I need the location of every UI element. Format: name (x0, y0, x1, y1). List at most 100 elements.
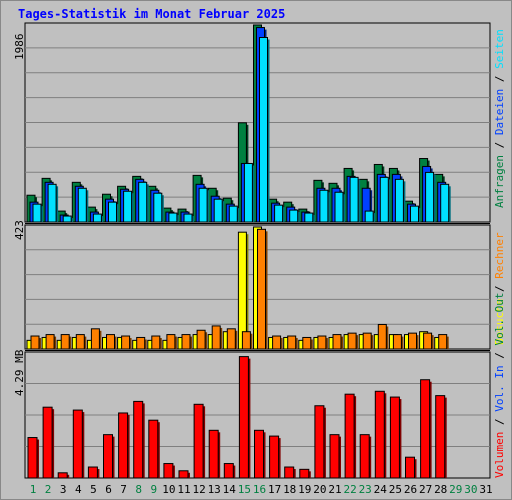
bar-seiten-day-13 (213, 198, 223, 223)
bar-seiten-day-25 (394, 178, 404, 223)
x-tick-label-day-25: 25 (389, 483, 402, 496)
bar-rechner-day-2 (45, 334, 55, 350)
x-tick-label-day-2: 2 (45, 483, 52, 496)
bar-seiten-day-5 (92, 213, 102, 223)
bar-volumen-day-2 (42, 406, 53, 479)
x-tick-label-day-27: 27 (419, 483, 432, 496)
bar-seiten-day-16 (259, 36, 268, 223)
legend-separator: / (493, 345, 506, 366)
bar-volumen-day-11 (178, 470, 189, 479)
bar-rechner-day-24 (377, 323, 387, 350)
bar-rechner-day-9 (151, 335, 161, 350)
bar-seiten-day-22 (349, 176, 359, 223)
bar-volumen-day-22 (344, 393, 355, 479)
bar-rechner-day-26 (408, 332, 417, 350)
bar-rechner-day-18 (287, 335, 297, 350)
bar-seiten-day-6 (108, 201, 117, 223)
legend-entry-dateien: Dateien (493, 88, 506, 136)
bar-volumen-day-21 (329, 434, 340, 479)
bar-volumen-day-27 (420, 379, 431, 479)
bar-rechner-day-3 (60, 334, 70, 350)
bar-rechner-day-27 (423, 332, 433, 350)
legend-entry-volumen: Volumen (493, 431, 506, 478)
bar-volumen-day-16 (254, 429, 264, 479)
legend-separator: / (493, 135, 506, 156)
bar-rechner-day-19 (302, 336, 312, 350)
bar-seiten-day-23 (364, 210, 374, 223)
bar-seiten-day-8 (138, 181, 148, 223)
bar-volumen-day-9 (148, 419, 159, 479)
bar-volumen-day-18 (284, 466, 295, 479)
bar-rechner-day-28 (438, 334, 448, 350)
bar-rechner-day-23 (362, 332, 372, 350)
x-tick-label-day-21: 21 (328, 483, 341, 496)
x-tick-label-day-22: 22 (343, 483, 356, 496)
bar-volumen-day-1 (27, 437, 38, 479)
x-tick-label-day-1: 1 (30, 483, 37, 496)
bar-seiten-day-15 (243, 162, 253, 223)
x-tick-label-day-10: 10 (162, 483, 175, 496)
bar-rechner-day-17 (272, 335, 282, 350)
x-tick-label-day-28: 28 (434, 483, 447, 496)
bar-rechner-day-6 (106, 334, 115, 350)
bar-rechner-day-7 (121, 335, 131, 350)
x-tick-label-day-20: 20 (313, 483, 326, 496)
bar-seiten-day-26 (410, 205, 419, 223)
x-tick-label-day-7: 7 (120, 483, 127, 496)
bar-seiten-day-27 (425, 171, 435, 223)
bar-volumen-day-17 (269, 435, 280, 479)
panel1-legend: Anfragen / Dateien / Seiten (493, 29, 506, 208)
bar-volumen-day-4 (72, 409, 83, 479)
bar-rechner-day-12 (196, 329, 206, 350)
bar-seiten-day-7 (123, 190, 133, 223)
legend-entry-vol-in: Vol. In (493, 365, 506, 412)
bar-rechner-day-11 (181, 334, 191, 350)
x-tick-label-day-15: 15 (238, 483, 251, 496)
legend-entry-anfragen: Anfragen (493, 155, 506, 208)
bar-volumen-day-7 (118, 412, 129, 479)
bar-seiten-day-11 (183, 213, 193, 223)
legend-entry-rechner: Rechner (493, 232, 506, 279)
bar-rechner-day-8 (136, 336, 146, 350)
x-tick-label-day-16: 16 (253, 483, 266, 496)
bar-seiten-day-4 (77, 187, 87, 223)
x-tick-label-day-13: 13 (208, 483, 221, 496)
x-tick-label-day-3: 3 (60, 483, 67, 496)
bar-rechner-day-14 (226, 328, 236, 350)
bar-rechner-day-15 (241, 331, 251, 350)
bar-volumen-day-6 (103, 434, 113, 479)
x-tick-label-day-12: 12 (192, 483, 205, 496)
bar-seiten-day-24 (379, 176, 389, 223)
bar-volumen-day-25 (389, 396, 400, 479)
x-tick-label-day-18: 18 (283, 483, 296, 496)
bar-seiten-day-10 (168, 212, 178, 223)
x-tick-label-day-6: 6 (105, 483, 112, 496)
bar-volumen-day-3 (57, 472, 68, 479)
legend-separator: / (493, 411, 506, 432)
bar-volumen-day-14 (223, 463, 234, 479)
bar-seiten-day-28 (440, 183, 450, 223)
bar-seiten-day-14 (228, 205, 238, 223)
bar-seiten-day-1 (32, 203, 42, 223)
bar-seiten-day-12 (198, 187, 208, 223)
bar-rechner-day-10 (166, 334, 176, 350)
x-tick-label-day-5: 5 (90, 483, 97, 496)
bar-rechner-day-16 (257, 228, 266, 350)
bar-rechner-day-20 (317, 335, 327, 350)
bar-rechner-day-22 (347, 332, 357, 350)
chart-title: Tages-Statistik im Monat Februar 2025 (18, 7, 286, 21)
legend-entry-seiten: Seiten (493, 29, 506, 69)
panel3-legend: Volumen / Vol. In / Vol. Out (493, 293, 506, 478)
legend-separator: / (493, 68, 506, 89)
bar-volumen-day-19 (299, 468, 310, 479)
bar-volumen-day-26 (405, 456, 415, 479)
bar-volumen-day-12 (193, 403, 204, 479)
x-tick-label-day-8: 8 (135, 483, 142, 496)
bar-seiten-day-20 (319, 189, 329, 223)
bar-volumen-day-24 (374, 390, 385, 479)
bar-volumen-day-23 (359, 434, 370, 479)
bar-volumen-day-13 (208, 429, 219, 479)
x-tick-label-day-24: 24 (374, 483, 388, 496)
bar-seiten-day-3 (62, 215, 72, 223)
